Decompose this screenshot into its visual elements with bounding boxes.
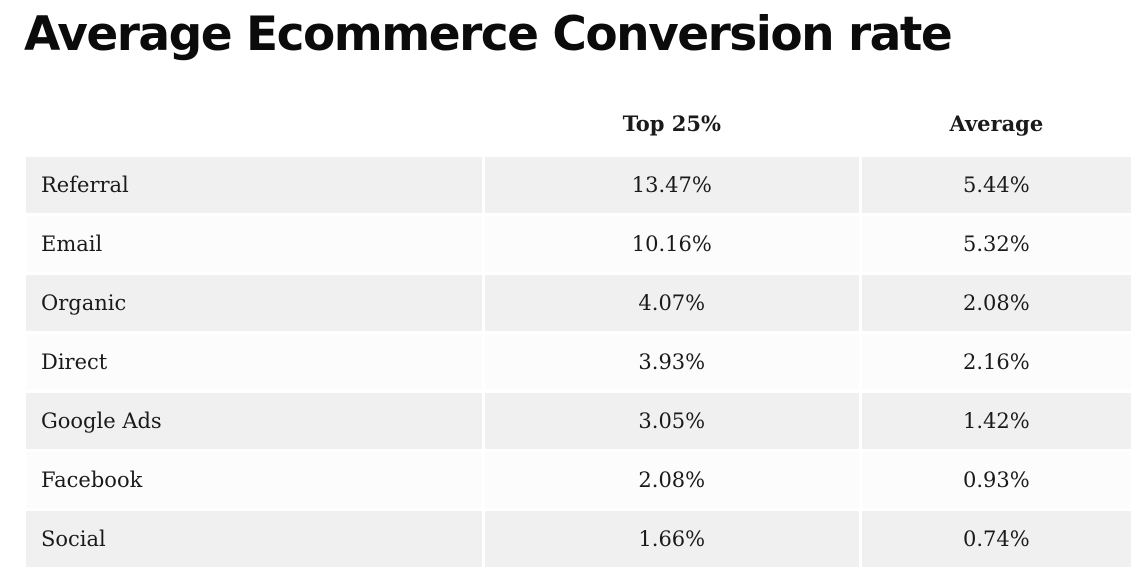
channel-cell: Facebook xyxy=(26,452,482,508)
top-25-cell: 13.47% xyxy=(484,157,859,213)
channel-cell: Referral xyxy=(26,157,482,213)
header-channel xyxy=(26,93,482,154)
channel-cell: Organic xyxy=(26,275,482,331)
top-25-cell: 10.16% xyxy=(484,216,859,272)
table-row: Referral 13.47% 5.44% xyxy=(26,157,1131,213)
channel-cell: Google Ads xyxy=(26,393,482,449)
table-row: Direct 3.93% 2.16% xyxy=(26,334,1131,390)
top-25-cell: 2.08% xyxy=(484,452,859,508)
table-row: Facebook 2.08% 0.93% xyxy=(26,452,1131,508)
table-row: Google Ads 3.05% 1.42% xyxy=(26,393,1131,449)
average-cell: 5.32% xyxy=(861,216,1131,272)
channel-cell: Direct xyxy=(26,334,482,390)
table-header-row: Top 25% Average xyxy=(26,93,1131,154)
top-25-cell: 3.05% xyxy=(484,393,859,449)
top-25-cell: 4.07% xyxy=(484,275,859,331)
channel-cell: Social xyxy=(26,511,482,567)
table-row: Social 1.66% 0.74% xyxy=(26,511,1131,567)
table-body: Referral 13.47% 5.44% Email 10.16% 5.32% Organ… xyxy=(26,157,1131,567)
channel-cell: Email xyxy=(26,216,482,272)
header-average: Average xyxy=(949,111,1044,136)
average-cell: 2.08% xyxy=(861,275,1131,331)
page-title: Average Ecommerce Conversion rate xyxy=(24,7,953,62)
average-cell: 1.42% xyxy=(861,393,1131,449)
header-top-25: Top 25% xyxy=(622,111,721,136)
top-25-cell: 3.93% xyxy=(484,334,859,390)
average-cell: 0.74% xyxy=(861,511,1131,567)
average-cell: 0.93% xyxy=(861,452,1131,508)
conversion-table: Top 25% Average Referral 13.47% 5.44% Email… xyxy=(26,93,1131,567)
top-25-cell: 1.66% xyxy=(484,511,859,567)
average-cell: 2.16% xyxy=(861,334,1131,390)
table-row: Organic 4.07% 2.08% xyxy=(26,275,1131,331)
average-cell: 5.44% xyxy=(861,157,1131,213)
table-row: Email 10.16% 5.32% xyxy=(26,216,1131,272)
